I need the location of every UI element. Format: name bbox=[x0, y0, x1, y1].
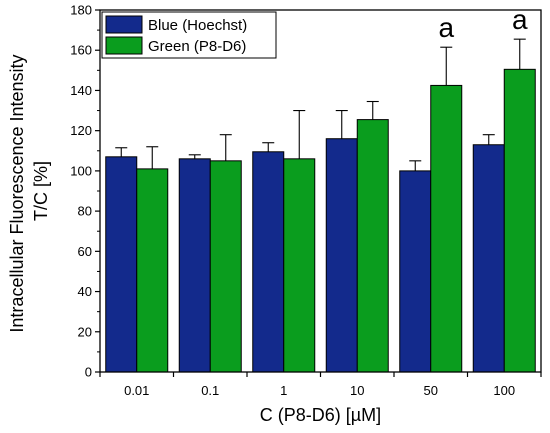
x-tick-label: 0.1 bbox=[201, 383, 219, 398]
bar-green-p8-d6 bbox=[503, 68, 536, 373]
bar-blue-hoechst bbox=[178, 158, 211, 373]
x-tick-label: 10 bbox=[350, 383, 364, 398]
y-tick-label: 160 bbox=[70, 43, 92, 58]
error-bars bbox=[115, 38, 526, 171]
y-tick-label: 80 bbox=[78, 204, 92, 219]
y-tick-label: 60 bbox=[78, 244, 92, 259]
legend-label: Green (P8-D6) bbox=[148, 38, 246, 55]
y-tick-label: 100 bbox=[70, 163, 92, 178]
legend-label: Blue (Hoechst) bbox=[148, 17, 247, 34]
significance-label: a bbox=[438, 12, 454, 43]
x-axis-ticks: 0.01 0.1 1 10 50 100 bbox=[99, 372, 542, 398]
x-axis-title: C (P8-D6) [µM] bbox=[260, 405, 381, 425]
bar-blue-hoechst bbox=[252, 151, 285, 373]
bar-blue-hoechst bbox=[472, 144, 505, 373]
bar-green-p8-d6 bbox=[209, 160, 242, 373]
bar-blue-hoechst bbox=[325, 138, 358, 373]
bar-green-p8-d6 bbox=[430, 84, 463, 373]
bar-blue-hoechst bbox=[399, 170, 432, 373]
bar-blue-hoechst bbox=[105, 156, 138, 373]
legend-swatch bbox=[105, 36, 143, 55]
y-tick-label: 180 bbox=[70, 3, 92, 18]
bar-green-p8-d6 bbox=[356, 119, 389, 373]
bar-green-p8-d6 bbox=[136, 168, 169, 373]
bar-series bbox=[105, 68, 536, 373]
plot-frame bbox=[99, 9, 542, 373]
y-tick-label: 0 bbox=[85, 365, 92, 380]
significance-label: a bbox=[512, 4, 528, 35]
y-tick-label: 120 bbox=[70, 123, 92, 138]
legend: Blue (Hoechst) Green (P8-D6) bbox=[101, 11, 277, 59]
y-axis-title-line-2: T/C [%] bbox=[31, 161, 51, 221]
y-tick-label: 20 bbox=[78, 324, 92, 339]
x-tick-label: 100 bbox=[493, 383, 515, 398]
x-tick-label: 1 bbox=[280, 383, 287, 398]
bar-green-p8-d6 bbox=[283, 158, 316, 373]
y-axis-ticks: 0 20 40 60 80 100 120 140 160 180 bbox=[70, 3, 100, 380]
x-tick-label: 50 bbox=[424, 383, 438, 398]
y-tick-label: 40 bbox=[78, 284, 92, 299]
y-axis-title: Intracellular Fluorescence Intensity T/C… bbox=[7, 49, 51, 332]
legend-swatch bbox=[105, 15, 143, 34]
y-tick-label: 140 bbox=[70, 83, 92, 98]
x-tick-label: 0.01 bbox=[124, 383, 149, 398]
y-axis-title-line-1: Intracellular Fluorescence Intensity bbox=[7, 54, 27, 332]
